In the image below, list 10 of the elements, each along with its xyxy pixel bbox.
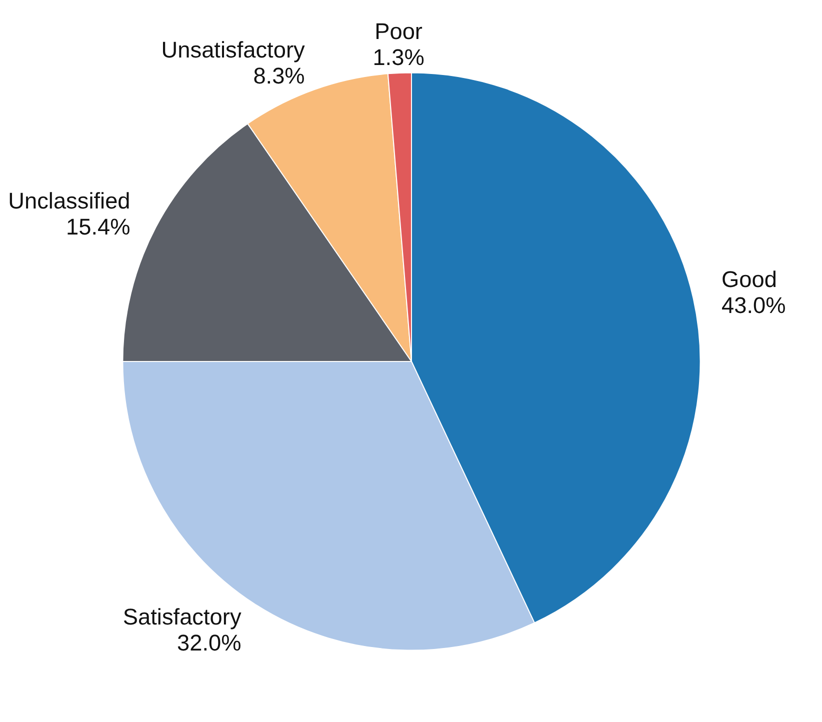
slice-label: Poor [374, 18, 423, 44]
data-label: 15.4% [66, 214, 130, 240]
slice-label: Satisfactory [122, 604, 242, 630]
slice-label: Unclassified [8, 188, 130, 214]
data-label: 1.3% [372, 44, 424, 70]
data-label: 8.3% [253, 62, 305, 88]
slice-label: Good [722, 266, 777, 292]
data-label: 43.0% [722, 292, 786, 318]
slice-label: Unsatisfactory [161, 36, 306, 62]
data-label: 32.0% [177, 630, 242, 656]
